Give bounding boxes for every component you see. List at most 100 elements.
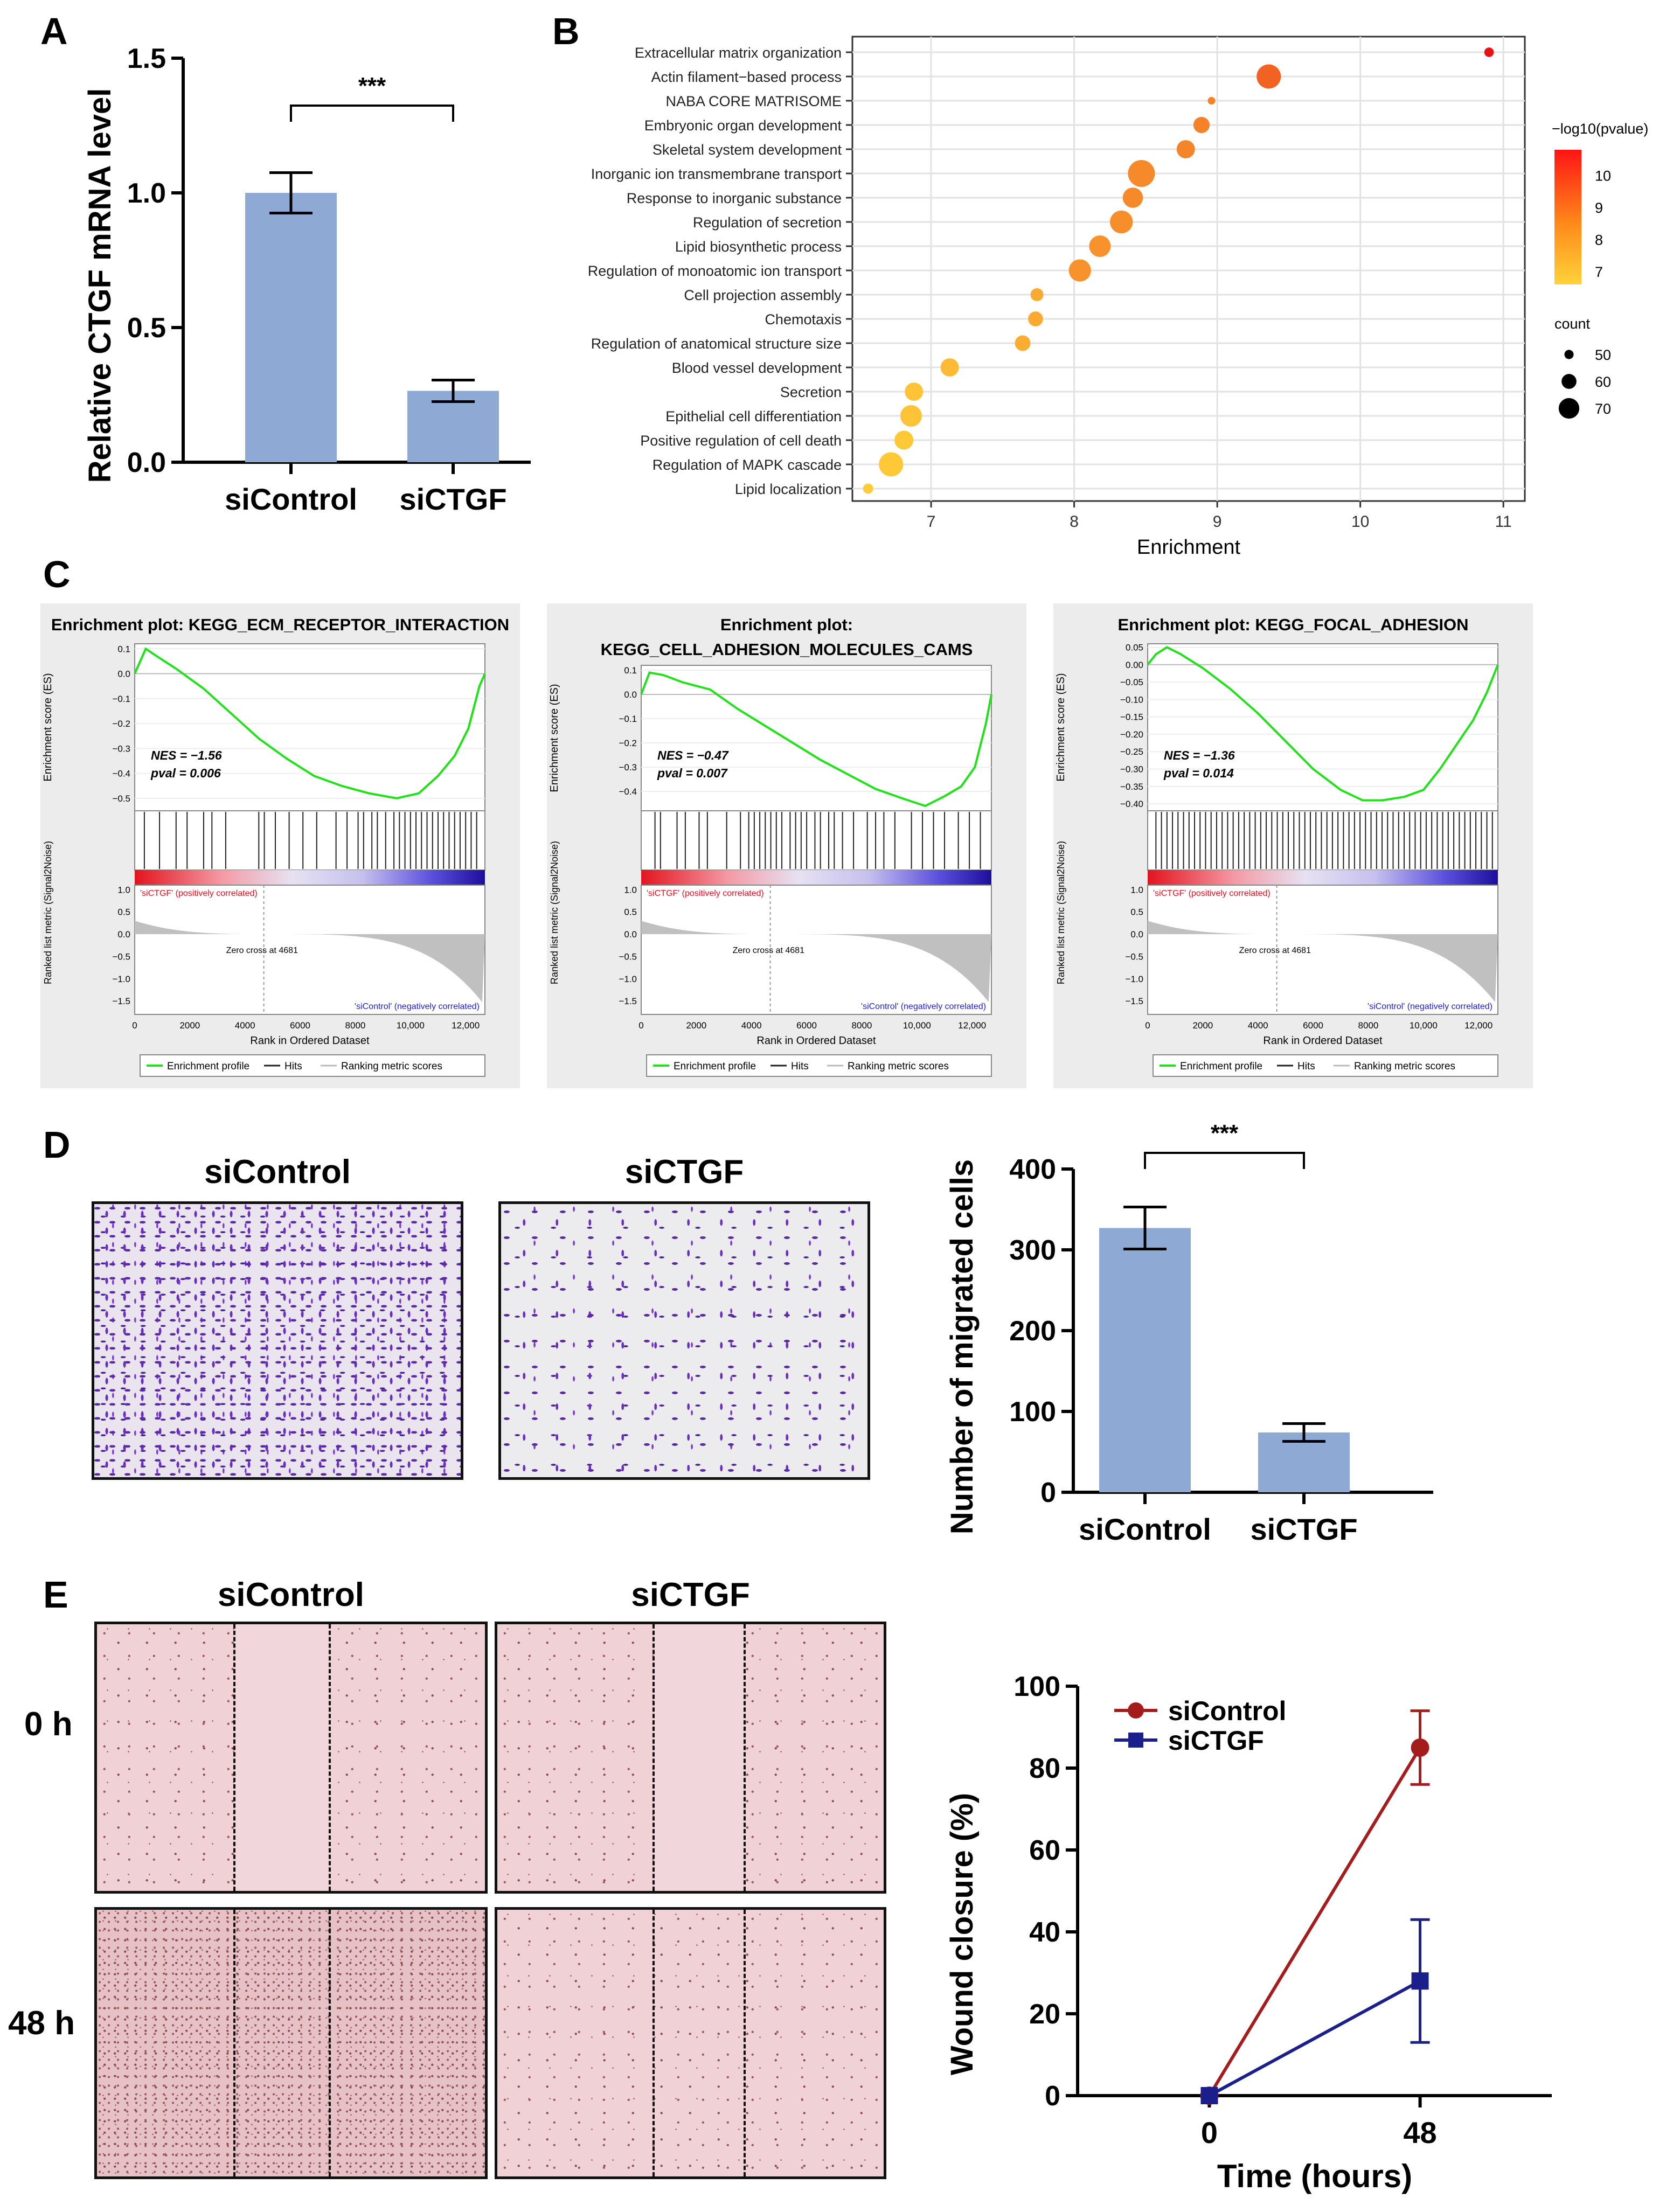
rank-x-tick-label: 12,000 [958, 1020, 986, 1031]
rank-tick-label: 0.0 [117, 929, 130, 940]
wound-image-sictgf-0h [495, 1622, 886, 1894]
term-label: Positive regulation of cell death [640, 433, 842, 449]
size-legend-dot [1564, 350, 1574, 359]
wound-edge-line [233, 1910, 235, 2176]
es-tick-label: −0.10 [1120, 694, 1143, 705]
series-line-sicontrol [1207, 1747, 1422, 2097]
wound-edge-line [329, 1624, 331, 1891]
rank-tick-label: −0.5 [112, 951, 130, 962]
gsea-title: Enrichment plot: KEGG_ECM_RECEPTOR_INTER… [51, 615, 509, 634]
es-plot-area [641, 665, 992, 811]
rank-x-axis-label: Rank in Ordered Dataset [250, 1035, 370, 1047]
term-label: Lipid localization [735, 481, 842, 497]
color-legend-title: −log10(pvalue) [1552, 121, 1648, 137]
row-label-0h: 0 h [24, 1706, 73, 1743]
term-label: Actin filament−based process [651, 69, 842, 85]
rank-color-bar [641, 870, 991, 885]
term-label: Secretion [780, 384, 842, 400]
rank-x-axis-label: Rank in Ordered Dataset [1263, 1035, 1383, 1047]
row-label-48h: 48 h [8, 2005, 75, 2042]
rank-tick-label: −0.5 [619, 951, 637, 962]
rank-x-tick-label: 12,000 [1464, 1020, 1493, 1031]
legend-label: Enrichment profile [167, 1061, 249, 1072]
rank-tick-label: 0.5 [1130, 907, 1143, 917]
data-point [1200, 2087, 1218, 2104]
significance-bracket [290, 105, 454, 122]
es-tick-label: −0.3 [619, 762, 637, 773]
rank-x-axis-label: Rank in Ordered Dataset [756, 1035, 876, 1047]
enrichment-dot [1109, 210, 1133, 234]
zero-cross-label: Zero cross at 4681 [226, 946, 299, 955]
panel-label-d: D [43, 1124, 71, 1166]
y-tick-label: 100 [1009, 1396, 1056, 1428]
zero-cross-label: Zero cross at 4681 [733, 946, 805, 955]
rank-axis-label: Ranked list metric (Signal2Noise) [43, 841, 53, 984]
rank-x-tick-label: 2000 [1192, 1020, 1213, 1031]
hits-area [641, 810, 992, 871]
y-tick-label: 20 [1029, 1999, 1060, 2030]
es-tick-label: 0.00 [1126, 660, 1143, 670]
image-label-sictgf: siCTGF [624, 1153, 744, 1191]
rank-axis-label: Ranked list metric (Signal2Noise) [549, 841, 560, 984]
bar-sicontrol [1099, 1228, 1191, 1492]
negative-label: 'siControl' (negatively correlated) [861, 1002, 986, 1011]
rank-x-tick-label: 0 [1145, 1020, 1150, 1031]
rank-axis-label: Ranked list metric (Signal2Noise) [1056, 841, 1066, 984]
size-legend-title: count [1554, 316, 1591, 332]
x-tick-label: 48 [1403, 2116, 1436, 2150]
panel-label-b: B [552, 10, 580, 52]
y-tick-label: 80 [1029, 1753, 1060, 1784]
color-legend-tick: 7 [1595, 264, 1603, 280]
rank-color-bar [135, 870, 485, 885]
significance-label: *** [358, 73, 386, 99]
chart-a: A Relative CTGF mRNA level 0.0 0.5 1.0 1.5 s… [40, 10, 531, 516]
y-tick-label: 1.0 [127, 178, 166, 209]
rank-tick-label: 1.0 [1130, 885, 1143, 895]
x-tick-label: siControl [225, 482, 357, 516]
negative-label: 'siControl' (negatively correlated) [355, 1002, 480, 1011]
enrichment-dot [894, 430, 914, 450]
term-label: Epithelial cell differentiation [665, 408, 842, 425]
image-label-sictgf: siCTGF [631, 1576, 750, 1613]
negative-label: 'siControl' (negatively correlated) [1367, 1002, 1493, 1011]
legend-label: Ranking metric scores [1354, 1061, 1455, 1072]
rank-tick-label: 0.5 [117, 907, 130, 917]
es-tick-label: 0.05 [1126, 642, 1143, 652]
legend-label: Enrichment profile [674, 1061, 756, 1072]
es-curve [1147, 646, 1499, 802]
es-tick-label: −0.5 [112, 794, 130, 804]
y-tick-label: 0 [1040, 1477, 1056, 1508]
es-tick-label: −0.4 [619, 787, 637, 797]
positive-label: 'siCTGF' (positively correlated) [647, 889, 764, 898]
rank-tick-label: −1.0 [112, 974, 130, 984]
color-legend-tick: 8 [1595, 232, 1603, 248]
term-label: Embryonic organ development [644, 117, 842, 134]
enrichment-dot [863, 483, 873, 494]
term-label: Chemotaxis [765, 311, 842, 328]
rank-color-bar [1148, 870, 1498, 885]
rank-tick-label: −1.0 [1125, 974, 1143, 984]
chart-c: C Enrichment plot: KEGG_ECM_RECEPTOR_INT… [40, 553, 1533, 1088]
image-label-sicontrol: siControl [217, 1576, 365, 1613]
chart-d: Number of migrated cells 0 100 200 300 400 si… [945, 1120, 1433, 1546]
es-tick-label: −0.35 [1120, 782, 1143, 792]
rank-tick-label: −1.5 [1125, 996, 1143, 1006]
rank-x-tick-label: 6000 [290, 1020, 310, 1031]
rank-x-tick-label: 4000 [1248, 1020, 1268, 1031]
es-tick-label: −0.25 [1120, 747, 1143, 757]
ranking-metric-area [135, 921, 485, 1002]
term-label: Inorganic ion transmembrane transport [591, 166, 842, 182]
es-tick-label: −0.4 [112, 769, 130, 779]
es-tick-label: −0.1 [619, 714, 637, 724]
positive-label: 'siCTGF' (positively correlated) [140, 889, 258, 898]
es-tick-label: −0.30 [1120, 764, 1143, 775]
wound-image-sictgf-48h [495, 1907, 886, 2179]
wound-edge-line [233, 1624, 235, 1891]
series-line-sictgf [1209, 1979, 1421, 2097]
enrichment-dot [1207, 97, 1216, 105]
es-plot-area [1147, 643, 1498, 811]
es-tick-label: 0.1 [117, 644, 130, 654]
rank-tick-label: 0.0 [624, 929, 637, 940]
es-tick-label: −0.2 [112, 719, 130, 729]
